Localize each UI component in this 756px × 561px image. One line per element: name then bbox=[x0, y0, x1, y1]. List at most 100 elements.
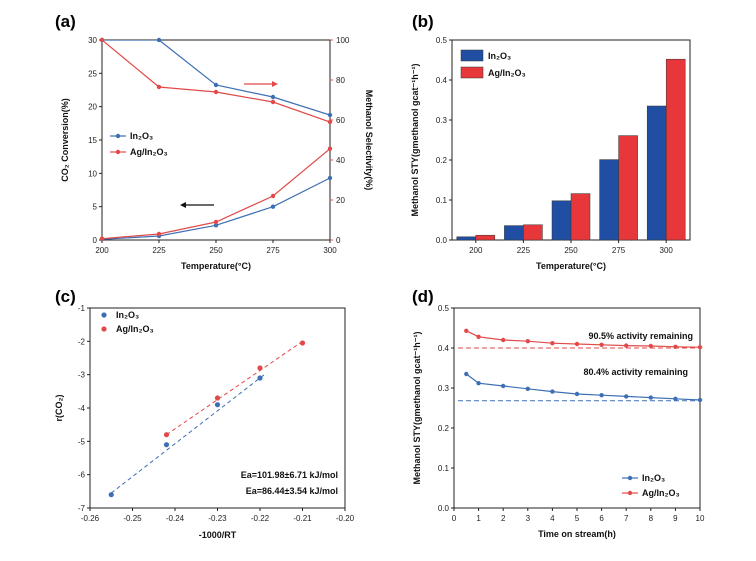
bar-ag-in2o3 bbox=[523, 224, 543, 241]
x-tick-label: 10 bbox=[696, 514, 705, 523]
y-tick-label-right: 20 bbox=[336, 196, 345, 205]
data-point bbox=[673, 344, 678, 349]
y-axis-label-left: CO₂ Conversion(%) bbox=[60, 98, 70, 182]
x-tick-label: 5 bbox=[575, 514, 580, 523]
y-axis-label: Methanol STY(gmethanol gcat⁻¹h⁻¹) bbox=[410, 64, 420, 217]
data-point bbox=[501, 337, 506, 343]
y-tick-label: -7 bbox=[78, 504, 86, 513]
data-point bbox=[214, 402, 221, 408]
panel-label-b: (b) bbox=[412, 12, 434, 31]
data-point bbox=[550, 341, 555, 346]
data-point bbox=[214, 395, 221, 401]
y-tick-label-left: 25 bbox=[88, 69, 97, 78]
data-point bbox=[99, 37, 105, 43]
data-point bbox=[270, 94, 276, 100]
x-tick-label: 9 bbox=[673, 514, 678, 523]
data-point bbox=[257, 365, 263, 371]
y-axis-label: r(CO₂) bbox=[54, 395, 64, 422]
legend-label: Ag/In₂O₃ bbox=[642, 488, 680, 498]
y-tick-label-right: 80 bbox=[336, 76, 345, 85]
fit-line-1 bbox=[166, 340, 303, 436]
y-tick-label: -1 bbox=[78, 304, 86, 313]
x-tick-label: -0.21 bbox=[293, 514, 312, 523]
data-point bbox=[327, 112, 333, 118]
data-point bbox=[213, 223, 219, 228]
data-point bbox=[550, 389, 555, 394]
bar-ag-in2o3 bbox=[618, 135, 638, 241]
activity-annotation: 80.4% activity remaining bbox=[583, 367, 688, 377]
y-tick-label-left: 20 bbox=[88, 103, 97, 112]
y-tick-label: 0.2 bbox=[436, 156, 448, 165]
x-tick-label: 200 bbox=[469, 246, 483, 255]
data-point bbox=[156, 231, 162, 237]
activation-energy-annotation: Ea=86.44±3.54 kJ/mol bbox=[246, 486, 338, 496]
bar-ag-in2o3 bbox=[570, 193, 591, 241]
x-tick-label: 250 bbox=[564, 246, 578, 255]
y-tick-label: -2 bbox=[78, 337, 86, 346]
arrow-left-head bbox=[180, 202, 186, 208]
data-point bbox=[270, 99, 276, 105]
y-tick-label: 0.0 bbox=[438, 504, 450, 513]
legend-label: Ag/In₂O₃ bbox=[488, 68, 526, 78]
legend-label: In₂O₃ bbox=[642, 473, 665, 483]
y-axis-label-right: Methanol Selectivity(%) bbox=[364, 90, 374, 191]
data-point bbox=[327, 146, 333, 151]
arrow-right-head bbox=[272, 81, 278, 87]
data-point bbox=[327, 175, 333, 181]
x-axis-label: Temperature(°C) bbox=[536, 261, 606, 271]
data-point bbox=[599, 393, 604, 398]
x-tick-label: 300 bbox=[660, 246, 674, 255]
data-point bbox=[476, 381, 481, 386]
bar-ag-in2o3 bbox=[665, 58, 686, 241]
y-tick-label: -6 bbox=[78, 471, 86, 480]
x-tick-label: 0 bbox=[452, 514, 457, 523]
bar-in2o3 bbox=[504, 225, 524, 241]
x-tick-label: 250 bbox=[209, 246, 223, 255]
y-tick-label-right: 100 bbox=[336, 36, 350, 45]
data-point bbox=[525, 339, 530, 344]
y-tick-label: 0.5 bbox=[438, 304, 450, 313]
legend-label: Ag/In₂O₃ bbox=[130, 147, 168, 157]
data-point bbox=[574, 391, 580, 397]
y-tick-label-right: 60 bbox=[336, 116, 345, 125]
y-tick-label-left: 30 bbox=[88, 36, 97, 45]
x-axis-label: Time on stream(h) bbox=[538, 529, 616, 539]
legend-label: In₂O₃ bbox=[488, 51, 511, 61]
y-tick-label: 0.1 bbox=[438, 464, 450, 473]
y-tick-label: 0.3 bbox=[436, 116, 448, 125]
y-tick-label: 0.2 bbox=[438, 424, 450, 433]
data-point bbox=[156, 37, 162, 43]
y-tick-label: 0.3 bbox=[438, 384, 450, 393]
data-point bbox=[213, 219, 219, 225]
y-tick-label-left: 5 bbox=[93, 203, 98, 212]
y-tick-label-left: 10 bbox=[88, 169, 97, 178]
bar-in2o3 bbox=[646, 105, 667, 241]
x-tick-label: 2 bbox=[501, 514, 506, 523]
bar-in2o3 bbox=[551, 200, 572, 241]
x-tick-label: 225 bbox=[152, 246, 166, 255]
data-point bbox=[464, 371, 469, 377]
y-tick-label: 0.0 bbox=[436, 236, 448, 245]
data-point bbox=[163, 432, 170, 438]
series-line-3 bbox=[102, 40, 330, 123]
bar-ag-in2o3 bbox=[475, 234, 496, 241]
y-tick-label: -3 bbox=[78, 371, 86, 380]
legend-marker bbox=[115, 149, 121, 155]
data-point bbox=[99, 236, 105, 241]
data-point bbox=[156, 84, 162, 90]
data-point bbox=[525, 386, 530, 391]
data-point bbox=[648, 343, 653, 349]
bar-in2o3 bbox=[456, 236, 477, 241]
data-point bbox=[599, 342, 604, 347]
legend-label: In₂O₃ bbox=[116, 310, 139, 320]
y-tick-label-right: 40 bbox=[336, 156, 345, 165]
data-point bbox=[327, 119, 333, 125]
y-tick-label-left: 15 bbox=[88, 136, 97, 145]
panel-label-d: (d) bbox=[412, 287, 434, 306]
legend-label: In₂O₃ bbox=[130, 131, 153, 141]
series-line-2 bbox=[102, 40, 330, 116]
legend-marker bbox=[101, 312, 107, 318]
data-point bbox=[464, 328, 469, 333]
x-tick-label: 1 bbox=[476, 514, 481, 523]
